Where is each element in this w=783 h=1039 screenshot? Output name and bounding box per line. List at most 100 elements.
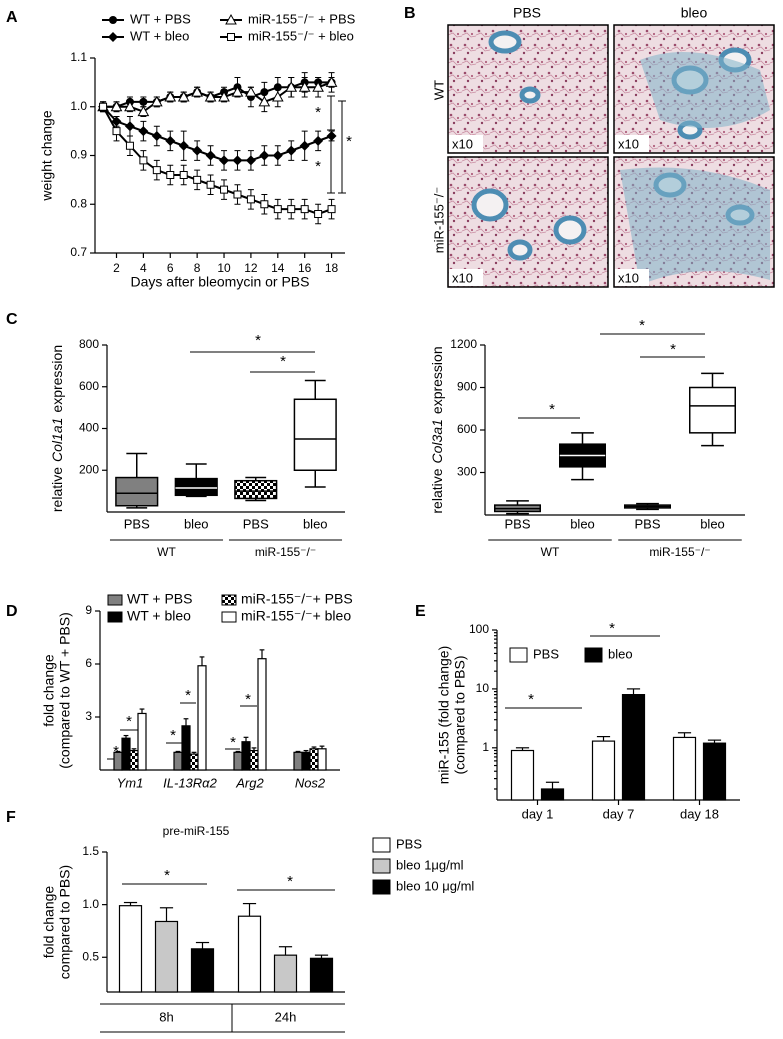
bar <box>113 751 123 771</box>
significance-star: * <box>315 104 321 121</box>
panel-label: B <box>404 5 416 22</box>
y-axis-label: fold change <box>41 654 57 727</box>
y-tick-label: 0.9 <box>70 148 87 162</box>
y-axis-label-part: Col3a1 <box>429 419 445 463</box>
y-tick-label: 1200 <box>450 337 477 351</box>
marker <box>231 86 244 97</box>
legend-swatch <box>221 611 237 623</box>
x-tick-label: bleo <box>700 516 725 531</box>
y-axis-label: relative Col1a1 expression <box>49 345 65 512</box>
y-axis-label: fold change <box>41 886 57 959</box>
histology-panel: B PBS bleo WT miR-155⁻/⁻ x10 x10 x10 x10 <box>404 5 775 288</box>
bar <box>672 736 697 801</box>
bar <box>121 737 131 771</box>
series-line <box>102 106 332 216</box>
y-axis-label: (compared to WT + PBS) <box>57 612 73 769</box>
box <box>234 479 278 500</box>
panel-label: D <box>6 603 18 620</box>
legend-label: miR-155⁻/⁻ + PBS <box>248 11 356 26</box>
y-tick-label: 600 <box>79 379 99 393</box>
x-axis-label: Days after bleomycin or PBS <box>131 274 310 290</box>
y-tick-label: 900 <box>457 380 477 394</box>
x-tick-label: PBS <box>124 516 150 531</box>
significance-star: * <box>255 332 261 349</box>
bar <box>309 748 319 771</box>
significance-star: * <box>346 133 352 150</box>
x-tick-label: PBS <box>504 516 530 531</box>
marker <box>110 100 123 112</box>
x-tick-label: 2 <box>113 261 120 275</box>
marker <box>259 150 270 161</box>
x-tick-label: 18 <box>325 261 339 275</box>
legend-label: miR-155⁻/⁻ + bleo <box>248 28 354 43</box>
marker <box>192 145 203 156</box>
legend-label: bleo 10 μg/ml <box>396 878 474 893</box>
bar <box>317 748 327 771</box>
y-tick-label: 400 <box>79 421 99 435</box>
bar <box>293 751 303 771</box>
y-tick-label: 300 <box>457 465 477 479</box>
box <box>174 477 218 497</box>
significance-star: * <box>528 691 534 708</box>
y-tick-label: 0.8 <box>70 196 87 210</box>
legend-swatch <box>509 647 528 663</box>
y-tick-label: 0.5 <box>82 949 99 963</box>
marker <box>245 86 257 97</box>
legend-label: bleo <box>608 646 633 661</box>
marker <box>137 105 150 117</box>
x-tick-label: 8 <box>194 261 201 275</box>
x-tick-label: Ym1 <box>117 775 144 790</box>
bar <box>702 742 727 801</box>
x-tick-label: PBS <box>243 516 269 531</box>
y-axis-label-part: relative <box>429 468 445 513</box>
legend-swatch <box>584 647 603 663</box>
legend-label: WT + PBS <box>127 591 192 607</box>
marker <box>109 16 117 24</box>
marker <box>139 156 148 165</box>
y-tick-label: 0.7 <box>70 245 87 259</box>
marker <box>245 155 256 166</box>
y-tick-label: 10 <box>476 681 490 695</box>
significance-star: * <box>549 401 555 418</box>
legend-label: WT + bleo <box>127 608 191 624</box>
column-label: bleo <box>681 5 708 21</box>
bar <box>621 694 646 801</box>
marker <box>260 200 269 209</box>
significance-star: * <box>245 691 251 708</box>
bar <box>189 753 199 771</box>
magnification: x10 <box>452 136 473 151</box>
x-tick-label: day 1 <box>522 806 554 821</box>
bar <box>257 658 267 771</box>
marker <box>325 76 338 87</box>
marker <box>108 32 118 42</box>
significance-star: * <box>170 727 176 744</box>
marker <box>124 100 136 112</box>
marker <box>178 140 189 151</box>
box <box>293 398 337 471</box>
y-tick-label: 1.0 <box>82 897 99 911</box>
significance-star: * <box>280 353 286 370</box>
marker <box>313 135 324 146</box>
chart-title: pre-miR-155 <box>163 824 230 838</box>
magnification: x10 <box>618 270 639 285</box>
marker <box>138 126 149 137</box>
y-axis-label-part: relative <box>49 467 65 512</box>
marker <box>299 140 310 151</box>
bar <box>197 665 207 771</box>
marker <box>206 180 215 189</box>
bar <box>181 725 191 771</box>
bar <box>237 915 262 993</box>
y-tick-label: 100 <box>469 622 489 636</box>
y-axis-label: weight change <box>39 110 55 202</box>
x-tick-label: 16 <box>298 261 312 275</box>
legend-label: WT + PBS <box>130 11 191 26</box>
marker <box>225 13 237 25</box>
marker <box>314 210 323 218</box>
marker <box>99 102 108 111</box>
x-tick-label: 24h <box>275 1009 297 1024</box>
legend-label: PBS <box>533 646 559 661</box>
x-tick-label: bleo <box>184 516 209 531</box>
legend-swatch <box>372 879 391 895</box>
x-tick-label: 8h <box>159 1009 173 1024</box>
x-tick-label: 6 <box>167 261 174 275</box>
